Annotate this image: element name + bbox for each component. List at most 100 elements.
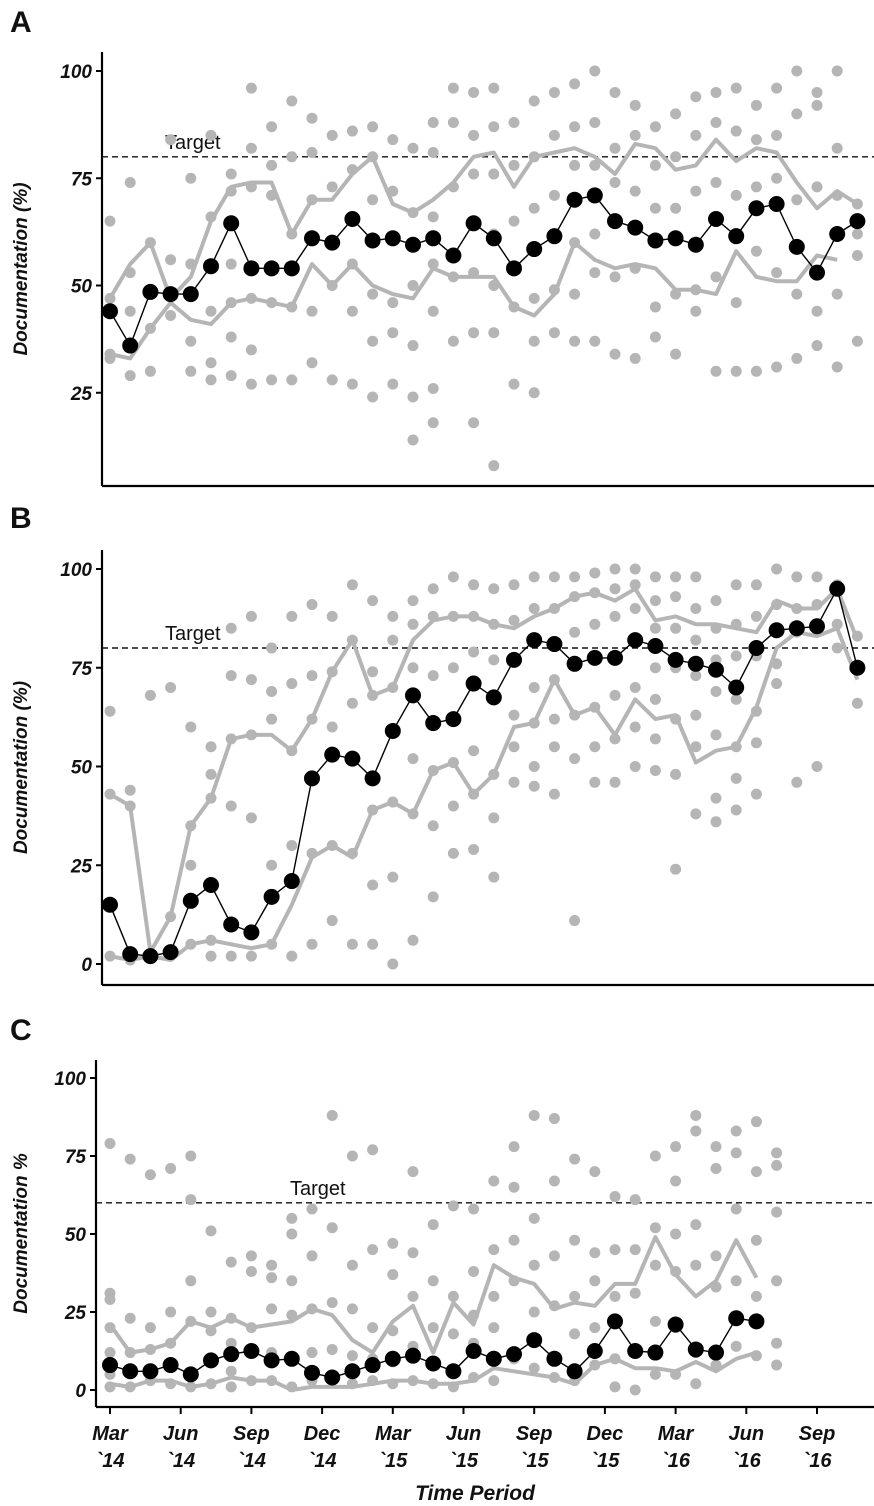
data-point [750,610,762,622]
data-point [609,1244,621,1256]
data-point [548,327,560,339]
data-point [245,812,257,824]
data-point [488,1375,500,1387]
data-point [730,365,742,377]
mean-marker [162,1357,179,1374]
data-point [649,1368,661,1380]
data-point [609,733,621,745]
data-point [407,618,419,630]
data-point [124,305,136,317]
mean-marker [748,1313,765,1330]
data-point [548,741,560,753]
mean-marker [364,1357,381,1374]
mean-marker [304,1364,320,1381]
data-point [589,1247,601,1259]
data-point [407,595,419,607]
data-point [791,194,803,206]
data-point [387,958,399,970]
data-point [629,761,641,772]
data-point [791,288,803,300]
data-point [367,335,379,347]
data-point [266,374,278,386]
data-point [589,618,601,630]
data-point [468,579,480,591]
mean-marker [324,1369,341,1386]
data-point [266,685,278,697]
data-point [447,1200,459,1212]
data-point [104,215,116,227]
data-point [528,571,540,583]
y-tick-label: 50 [65,1225,87,1246]
data-point [730,125,742,137]
data-point [407,934,419,946]
data-point [326,129,338,141]
data-point [710,116,722,128]
data-point [690,91,702,103]
y-axis-label: Documentation % [11,1153,32,1314]
data-point [811,86,823,98]
data-point [730,1340,742,1352]
data-point [569,159,581,171]
mean-marker [566,1363,583,1380]
data-point [266,642,278,654]
lower-bound-line [109,1350,757,1392]
data-point [569,571,581,583]
data-point [649,301,661,313]
lower-bound-line [109,626,860,962]
data-point [710,365,722,377]
data-point [730,1147,742,1159]
data-point [851,228,863,240]
data-point [225,670,237,682]
mean-marker [102,896,118,913]
data-point [609,583,621,595]
data-point [387,378,399,390]
y-tick-label: 25 [64,1303,87,1324]
data-point [629,603,641,614]
mean-marker [647,638,664,655]
mean-marker [667,651,684,668]
data-point [811,571,823,583]
mean-marker [627,632,644,649]
data-point [528,780,540,792]
data-point [205,305,217,317]
data-point [750,1234,762,1246]
data-point [569,1328,581,1340]
data-point [225,1256,237,1268]
data-point [144,1322,156,1334]
data-point [589,1166,601,1178]
data-point [730,1275,742,1287]
data-point [225,331,237,343]
data-point [569,288,581,300]
data-point [710,271,722,283]
mean-marker [182,892,199,909]
data-point [346,125,358,137]
data-point [447,800,459,812]
data-point [508,1181,520,1193]
data-point [569,78,581,90]
data-point [710,729,722,741]
x-tick-label: `15 [378,1450,408,1472]
x-tick-label: Mar [658,1423,695,1445]
data-point [649,662,661,674]
data-point [710,685,722,697]
data-point [165,1306,177,1318]
data-point [629,99,641,111]
data-point [245,950,257,962]
x-tick-label: Mar [375,1423,412,1445]
data-point [528,682,540,693]
mean-marker [546,636,563,653]
data-point [629,579,641,591]
data-point [185,365,197,377]
mean-marker [526,241,543,258]
data-point [124,784,136,796]
data-point [710,177,722,189]
y-tick-label: 0 [81,955,92,976]
data-point [690,185,702,197]
data-point [670,1141,682,1153]
data-point [750,579,762,591]
mean-line [109,586,859,957]
data-point [488,1244,500,1256]
data-point [690,1378,702,1390]
data-point [629,721,641,733]
data-point [771,563,783,575]
